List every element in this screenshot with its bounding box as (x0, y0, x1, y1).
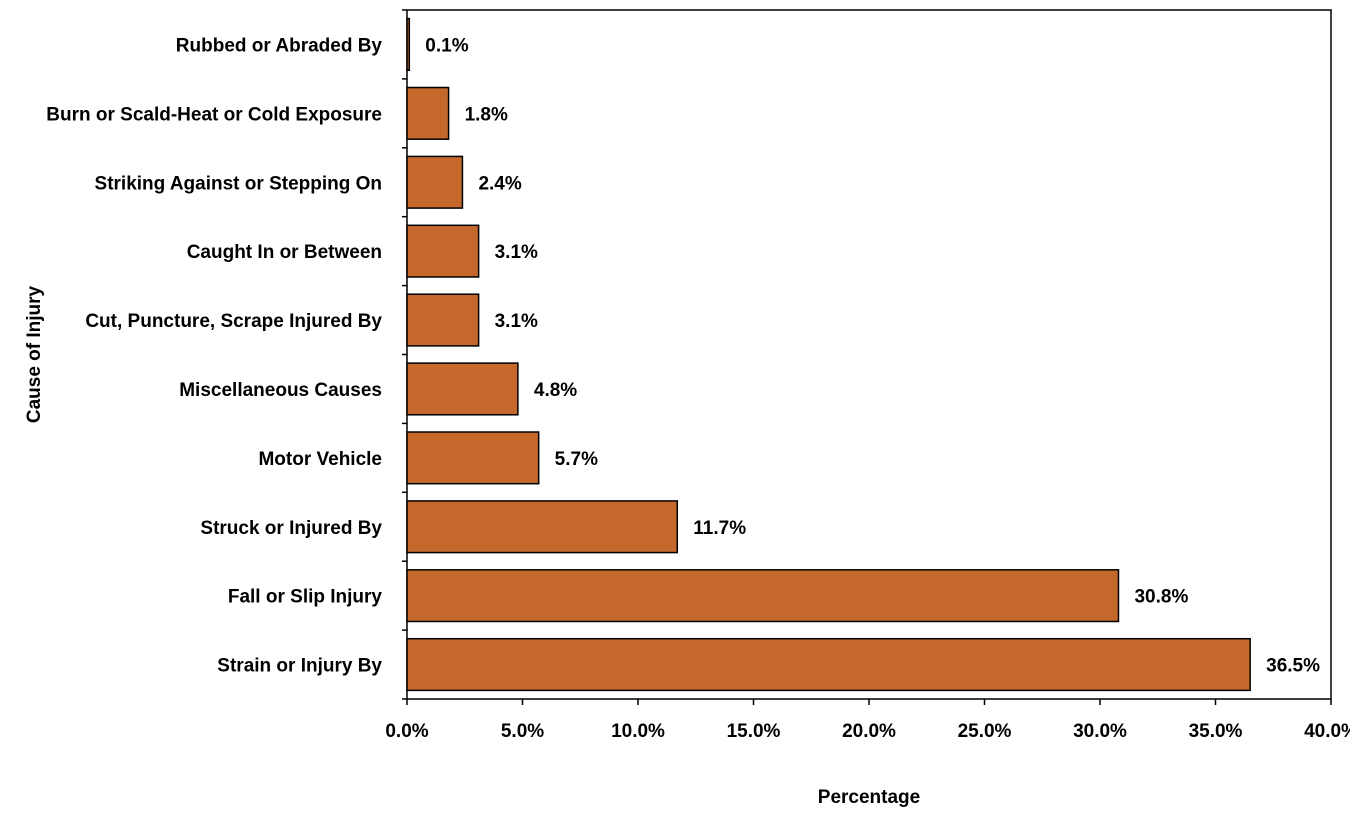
value-label: 30.8% (1134, 587, 1188, 608)
x-tick-label: 25.0% (958, 721, 1012, 742)
category-label: Struck or Injured By (200, 518, 382, 539)
category-label: Caught In or Between (187, 242, 382, 263)
value-label: 5.7% (555, 449, 598, 470)
category-label: Striking Against or Stepping On (95, 173, 382, 194)
bar (406, 637, 1251, 692)
category-label: Miscellaneous Causes (179, 380, 382, 401)
value-label: 0.1% (425, 35, 468, 56)
category-label: Fall or Slip Injury (228, 587, 383, 608)
value-label: 3.1% (495, 242, 538, 263)
value-label: 2.4% (478, 173, 521, 194)
x-tick-label: 10.0% (611, 721, 665, 742)
category-label: Cut, Puncture, Scrape Injured By (85, 311, 382, 332)
x-tick-label: 15.0% (727, 721, 781, 742)
bar (406, 293, 480, 347)
bar (406, 500, 679, 554)
bar (406, 224, 480, 278)
x-tick-label: 40.0% (1304, 721, 1350, 742)
labels: 0.0% 5.0% 10.0% 15.0% 20.0% 25.0% 30.0% 35.0% 40… (46, 35, 1350, 742)
value-label: 11.7% (693, 518, 746, 539)
bar (406, 569, 1120, 623)
category-label: Strain or Injury By (217, 656, 382, 677)
bar (406, 362, 519, 416)
x-tick-label: 35.0% (1189, 721, 1243, 742)
y-axis-title: Cause of Injury (24, 285, 45, 423)
x-tick-label: 20.0% (842, 721, 896, 742)
category-label: Motor Vehicle (258, 449, 382, 470)
category-label: Burn or Scald-Heat or Cold Exposure (46, 104, 382, 125)
x-tick-label: 0.0% (385, 721, 428, 742)
x-tick-label: 30.0% (1073, 721, 1127, 742)
bar (406, 431, 540, 485)
value-label: 4.8% (534, 380, 577, 401)
x-axis-title: Percentage (818, 787, 920, 808)
x-tick-label: 5.0% (501, 721, 544, 742)
bar (406, 155, 464, 209)
bar (406, 17, 411, 72)
value-label: 36.5% (1266, 656, 1320, 677)
bars (406, 17, 1251, 692)
category-label: Rubbed or Abraded By (176, 35, 383, 56)
value-label: 1.8% (465, 104, 508, 125)
bar (406, 86, 450, 140)
value-label: 3.1% (495, 311, 538, 332)
axis-ticks (402, 9, 1332, 705)
